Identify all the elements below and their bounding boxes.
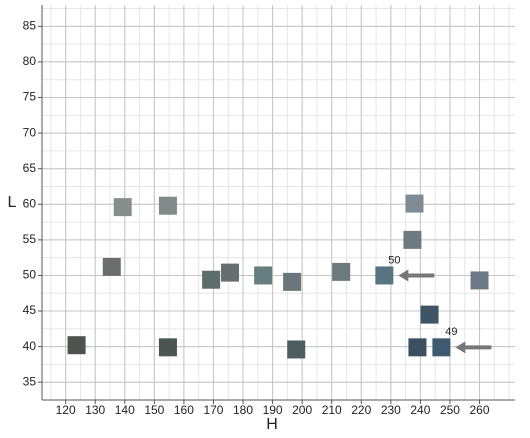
x-tick-label: 220 [351,403,371,417]
y-tick-label: 35 [23,374,37,388]
point [283,272,302,291]
x-axis-label: H [266,416,278,433]
point [67,336,86,355]
x-tick-label: 160 [174,403,194,417]
x-tick-label: 240 [410,403,430,417]
point [470,271,489,290]
x-tick-label: 150 [144,403,164,417]
x-tick-label: 200 [292,403,312,417]
point [403,230,422,249]
x-tick-label: 260 [470,403,490,417]
x-tick-label: 230 [381,403,401,417]
y-tick-label: 40 [23,339,37,353]
y-tick-label: 85 [23,19,37,33]
point [102,257,121,276]
y-tick-label: 80 [23,54,37,68]
annotation: 50 [388,254,400,266]
x-tick-label: 170 [203,403,223,417]
x-tick-label: 120 [56,403,76,417]
point [221,263,240,282]
annotation: 49 [445,326,457,338]
point [405,194,424,213]
x-tick-label: 130 [85,403,105,417]
x-tick-label: 210 [322,403,342,417]
x-tick-label: 250 [440,403,460,417]
y-tick-label: 75 [23,90,37,104]
point [158,338,177,357]
x-tick-label: 140 [115,403,135,417]
annotation-arrowhead [398,269,409,282]
y-tick-label: 60 [23,196,37,210]
y-tick-label: 70 [23,125,37,139]
point [432,338,451,357]
point [420,305,439,324]
y-tick-label: 45 [23,303,37,317]
y-tick-label: 65 [23,161,37,175]
point [408,338,427,357]
point [332,262,351,281]
x-tick-label: 190 [263,403,283,417]
y-tick-label: 50 [23,268,37,282]
x-tick-label: 180 [233,403,253,417]
point [254,266,273,285]
point [287,340,306,359]
point [158,196,177,215]
y-tick-label: 55 [23,232,37,246]
point [375,266,394,285]
point [202,270,221,289]
point [113,198,132,217]
y-axis-label: L [8,194,17,211]
annotation-arrowhead [455,341,466,354]
